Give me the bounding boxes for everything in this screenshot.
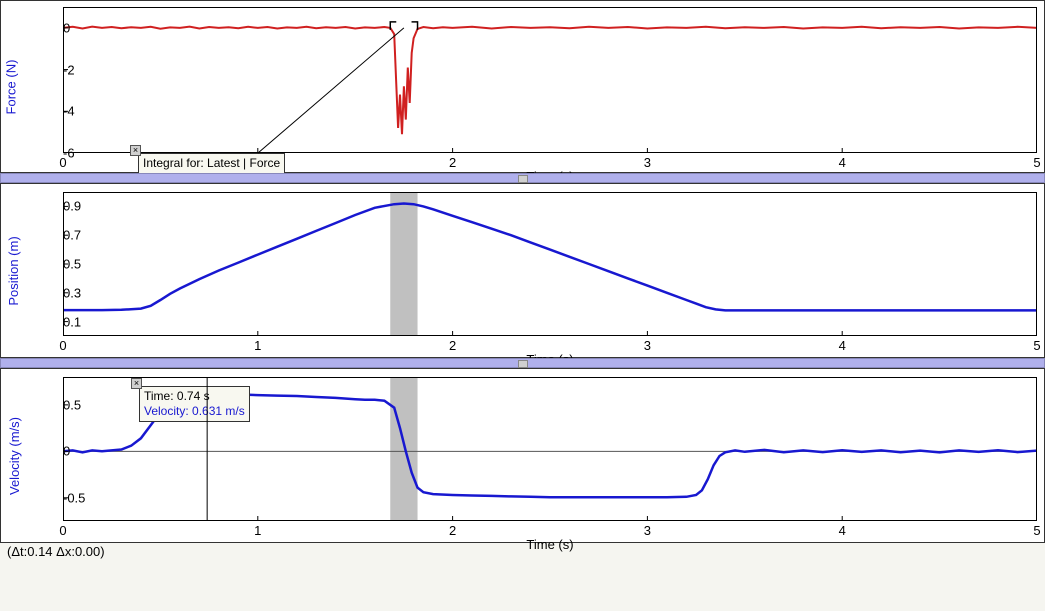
velocity-ytick: 0.5 — [63, 397, 67, 412]
panel-separator[interactable] — [0, 358, 1045, 368]
separator-handle-icon[interactable] — [518, 360, 528, 368]
force-plot[interactable] — [63, 7, 1037, 153]
selection-region[interactable] — [390, 377, 417, 521]
callout-line: Time: 0.74 s — [144, 389, 245, 404]
velocity-panel: Velocity (m/s)0.50-0.5012345Time (s)×Tim… — [0, 368, 1045, 543]
separator-handle-icon[interactable] — [518, 175, 528, 183]
position-ytick: 0.5 — [63, 257, 67, 272]
position-trace — [63, 204, 1037, 311]
force-ylabel: Force (N) — [4, 59, 19, 114]
velocity-ytick: 0 — [63, 444, 67, 459]
velocity-xlabel: Time (s) — [63, 535, 1037, 554]
velocity-callout[interactable]: ×Time: 0.74 sVelocity: 0.631 m/s — [139, 386, 250, 422]
callout-line: Velocity: 0.631 m/s — [144, 404, 245, 419]
position-ytick: 0.3 — [63, 285, 67, 300]
position-ylabel: Position (m) — [6, 236, 21, 305]
panel-separator[interactable] — [0, 173, 1045, 183]
position-panel: Position (m)0.10.30.50.70.9012345Time (s… — [0, 183, 1045, 358]
force-ytick: -4 — [63, 104, 67, 119]
force-ytick: -2 — [63, 62, 67, 77]
position-ytick: 0.9 — [63, 199, 67, 214]
close-icon[interactable]: × — [131, 378, 142, 389]
velocity-ylabel: Velocity (m/s) — [7, 416, 22, 494]
velocity-status: (Δt:0.14 Δx:0.00) — [3, 543, 109, 560]
position-ytick: 0.1 — [63, 314, 67, 329]
force-trace — [63, 27, 1037, 135]
force-panel: Force (N)0-2-4-6012345Time (s)×Integral … — [0, 0, 1045, 173]
close-icon[interactable]: × — [130, 145, 141, 156]
callout-line: Integral for: Latest | Force — [143, 156, 280, 171]
force-ytick: 0 — [63, 20, 67, 35]
selection-region[interactable] — [390, 192, 417, 336]
position-ytick: 0.7 — [63, 228, 67, 243]
position-plot[interactable] — [63, 192, 1037, 336]
selection-bracket-icon[interactable] — [390, 22, 417, 30]
velocity-ytick: -0.5 — [63, 490, 67, 505]
